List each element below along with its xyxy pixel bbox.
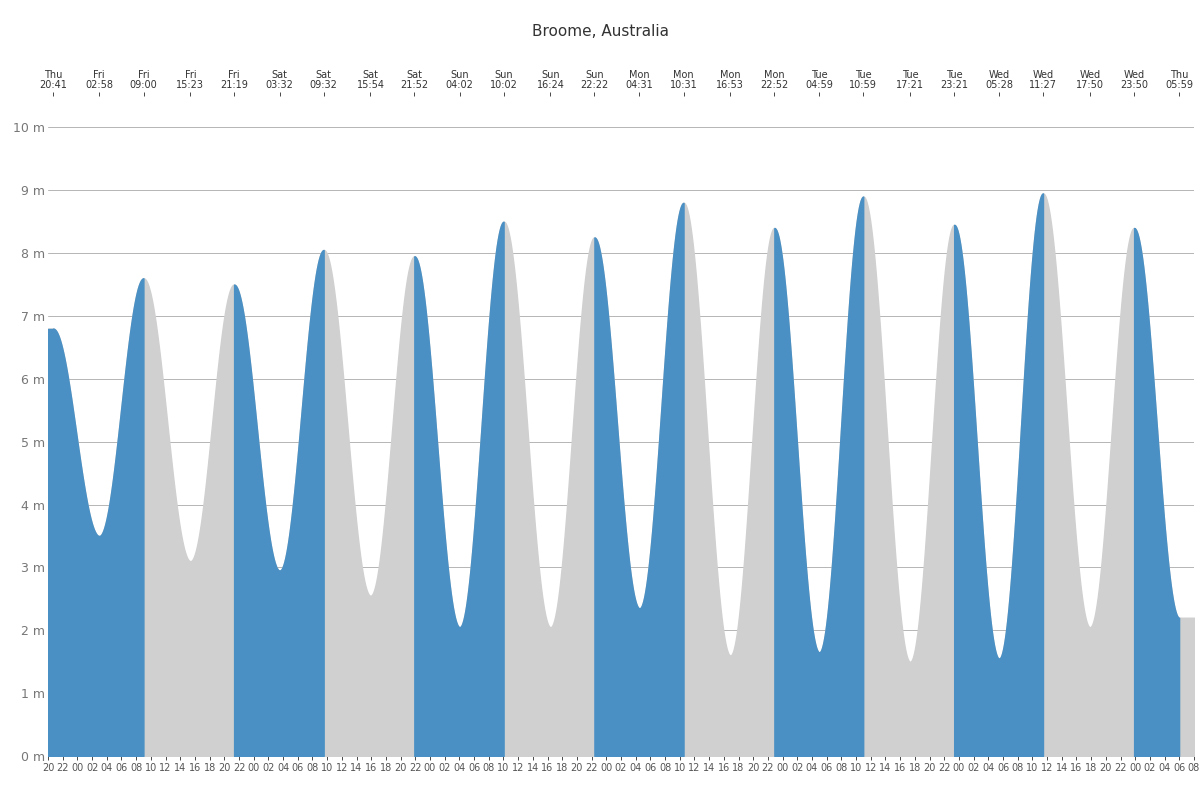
Text: Sat: Sat: [362, 70, 378, 79]
Text: Fri: Fri: [138, 70, 149, 79]
Text: Wed: Wed: [1079, 70, 1100, 79]
Text: Mon: Mon: [720, 70, 740, 79]
Text: Mon: Mon: [629, 70, 650, 79]
Text: Tue: Tue: [811, 70, 828, 79]
Text: Wed: Wed: [1032, 70, 1054, 79]
Text: Tue: Tue: [901, 70, 918, 79]
Text: Sat: Sat: [407, 70, 422, 79]
Text: Fri: Fri: [94, 70, 104, 79]
Text: Sun: Sun: [541, 70, 559, 79]
Text: Thu: Thu: [44, 70, 62, 79]
Text: Sun: Sun: [494, 70, 514, 79]
Text: Fri: Fri: [228, 70, 240, 79]
Text: Mon: Mon: [764, 70, 785, 79]
Text: Sun: Sun: [584, 70, 604, 79]
Text: Sat: Sat: [271, 70, 288, 79]
Text: Tue: Tue: [946, 70, 962, 79]
Text: Fri: Fri: [185, 70, 197, 79]
Text: Thu: Thu: [1170, 70, 1188, 79]
Text: Sun: Sun: [450, 70, 469, 79]
Text: Sat: Sat: [316, 70, 331, 79]
Text: Broome, Australia: Broome, Australia: [532, 24, 668, 39]
Text: Mon: Mon: [673, 70, 694, 79]
Text: Wed: Wed: [989, 70, 1009, 79]
Text: Tue: Tue: [854, 70, 871, 79]
Text: Wed: Wed: [1123, 70, 1145, 79]
